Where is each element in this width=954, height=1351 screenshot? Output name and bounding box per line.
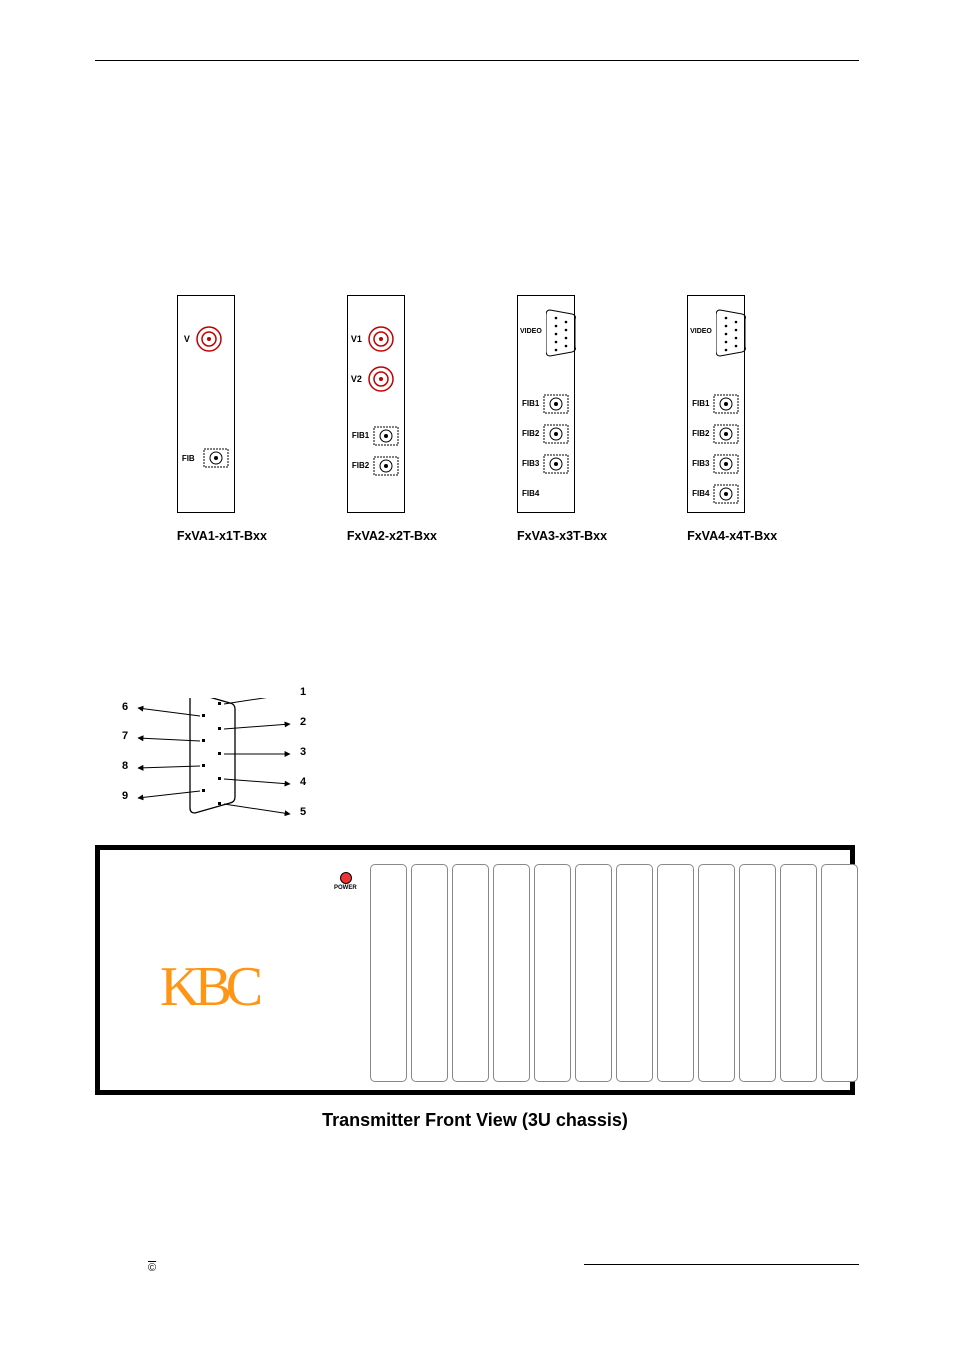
slot (698, 864, 735, 1082)
slots-row (370, 864, 858, 1082)
panel-4-body: VIDEO FIB1 FIB2 FIB3 FIB4 (687, 295, 745, 513)
bnc-label: V1 (351, 334, 362, 344)
slot (657, 864, 694, 1082)
db9-icon (546, 308, 576, 358)
panel-2-body: V1 V2 FIB1 FIB2 (347, 295, 405, 513)
slot (616, 864, 653, 1082)
fib-icon (203, 448, 229, 468)
fib-icon (543, 394, 569, 414)
kbc-logo: KBC (160, 955, 257, 1019)
fib-icon (373, 456, 399, 476)
slot (370, 864, 407, 1082)
fib-label: FIB1 (352, 431, 369, 440)
db9-label: VIDEO (690, 328, 712, 335)
panel-4-label: FxVA4-x4T-Bxx (687, 529, 777, 543)
slot (493, 864, 530, 1082)
pin-3: 3 (300, 746, 306, 758)
bnc-icon (196, 326, 222, 352)
bnc-icon (368, 326, 394, 352)
slot (780, 864, 817, 1082)
pin-6: 6 (122, 701, 128, 713)
bnc-icon (368, 366, 394, 392)
fib-icon (713, 454, 739, 474)
fib-icon (543, 454, 569, 474)
bnc-label: V2 (351, 374, 362, 384)
pin-7: 7 (122, 730, 128, 742)
pin-2: 2 (300, 716, 306, 728)
pin-8: 8 (122, 760, 128, 772)
fib-label: FIB2 (352, 461, 369, 470)
slot (411, 864, 448, 1082)
slot (739, 864, 776, 1082)
panels-row: V FIB FxVA1-x1T-Bxx V1 V2 (0, 295, 954, 543)
fib-label: FIB2 (522, 429, 539, 438)
fib-icon (543, 424, 569, 444)
panel-4: VIDEO FIB1 FIB2 FIB3 FIB4 FxVA4-x4T-Bxx (687, 295, 777, 543)
panel-1-label: FxVA1-x1T-Bxx (177, 529, 267, 543)
pin-5: 5 (300, 806, 306, 818)
fib-label: FIB (182, 454, 195, 463)
slot (534, 864, 571, 1082)
pin-1: 1 (300, 686, 306, 698)
fib-label: FIB1 (522, 399, 539, 408)
header-rule (95, 60, 859, 61)
power-led-icon (340, 872, 352, 884)
fib-label: FIB4 (522, 489, 539, 498)
panel-2-label: FxVA2-x2T-Bxx (347, 529, 437, 543)
panel-1: V FIB FxVA1-x1T-Bxx (177, 295, 267, 543)
panel-3: VIDEO FIB1 FIB2 FIB3 FIB4 FxVA3-x3T-Bxx (517, 295, 607, 543)
fib-icon (713, 394, 739, 414)
pinout-svg (120, 698, 310, 823)
fib-icon (713, 424, 739, 444)
db9-pinout: 1 2 3 4 5 6 7 8 9 (120, 698, 310, 823)
slot (452, 864, 489, 1082)
fib-label: FIB4 (692, 489, 709, 498)
fib-icon (373, 426, 399, 446)
fib-label: FIB3 (692, 459, 709, 468)
fib-label: FIB3 (522, 459, 539, 468)
fib-label: FIB2 (692, 429, 709, 438)
db9-label: VIDEO (520, 328, 542, 335)
bnc-label: V (184, 334, 190, 344)
panel-3-body: VIDEO FIB1 FIB2 FIB3 FIB4 (517, 295, 575, 513)
footer-rule (584, 1264, 859, 1265)
chassis-3u: KBC POWER (95, 845, 855, 1095)
panel-1-body: V FIB (177, 295, 235, 513)
pin-9: 9 (122, 790, 128, 802)
power-label: POWER (334, 885, 357, 891)
chassis-caption: Transmitter Front View (3U chassis) (95, 1110, 855, 1131)
pin-4: 4 (300, 776, 306, 788)
fib-icon (713, 484, 739, 504)
fib-label: FIB1 (692, 399, 709, 408)
db9-icon (716, 308, 746, 358)
panel-3-label: FxVA3-x3T-Bxx (517, 529, 607, 543)
copyright: © (148, 1262, 156, 1274)
slot (575, 864, 612, 1082)
slot (821, 864, 858, 1082)
chassis-wrap: KBC POWER Transmitter Front View (3U cha… (95, 845, 855, 1131)
panel-2: V1 V2 FIB1 FIB2 FxVA2-x2T-Bxx (347, 295, 437, 543)
